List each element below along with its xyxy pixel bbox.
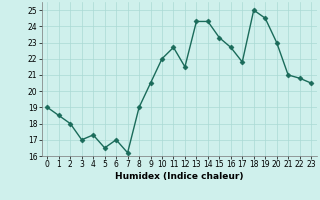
X-axis label: Humidex (Indice chaleur): Humidex (Indice chaleur) [115, 172, 244, 181]
